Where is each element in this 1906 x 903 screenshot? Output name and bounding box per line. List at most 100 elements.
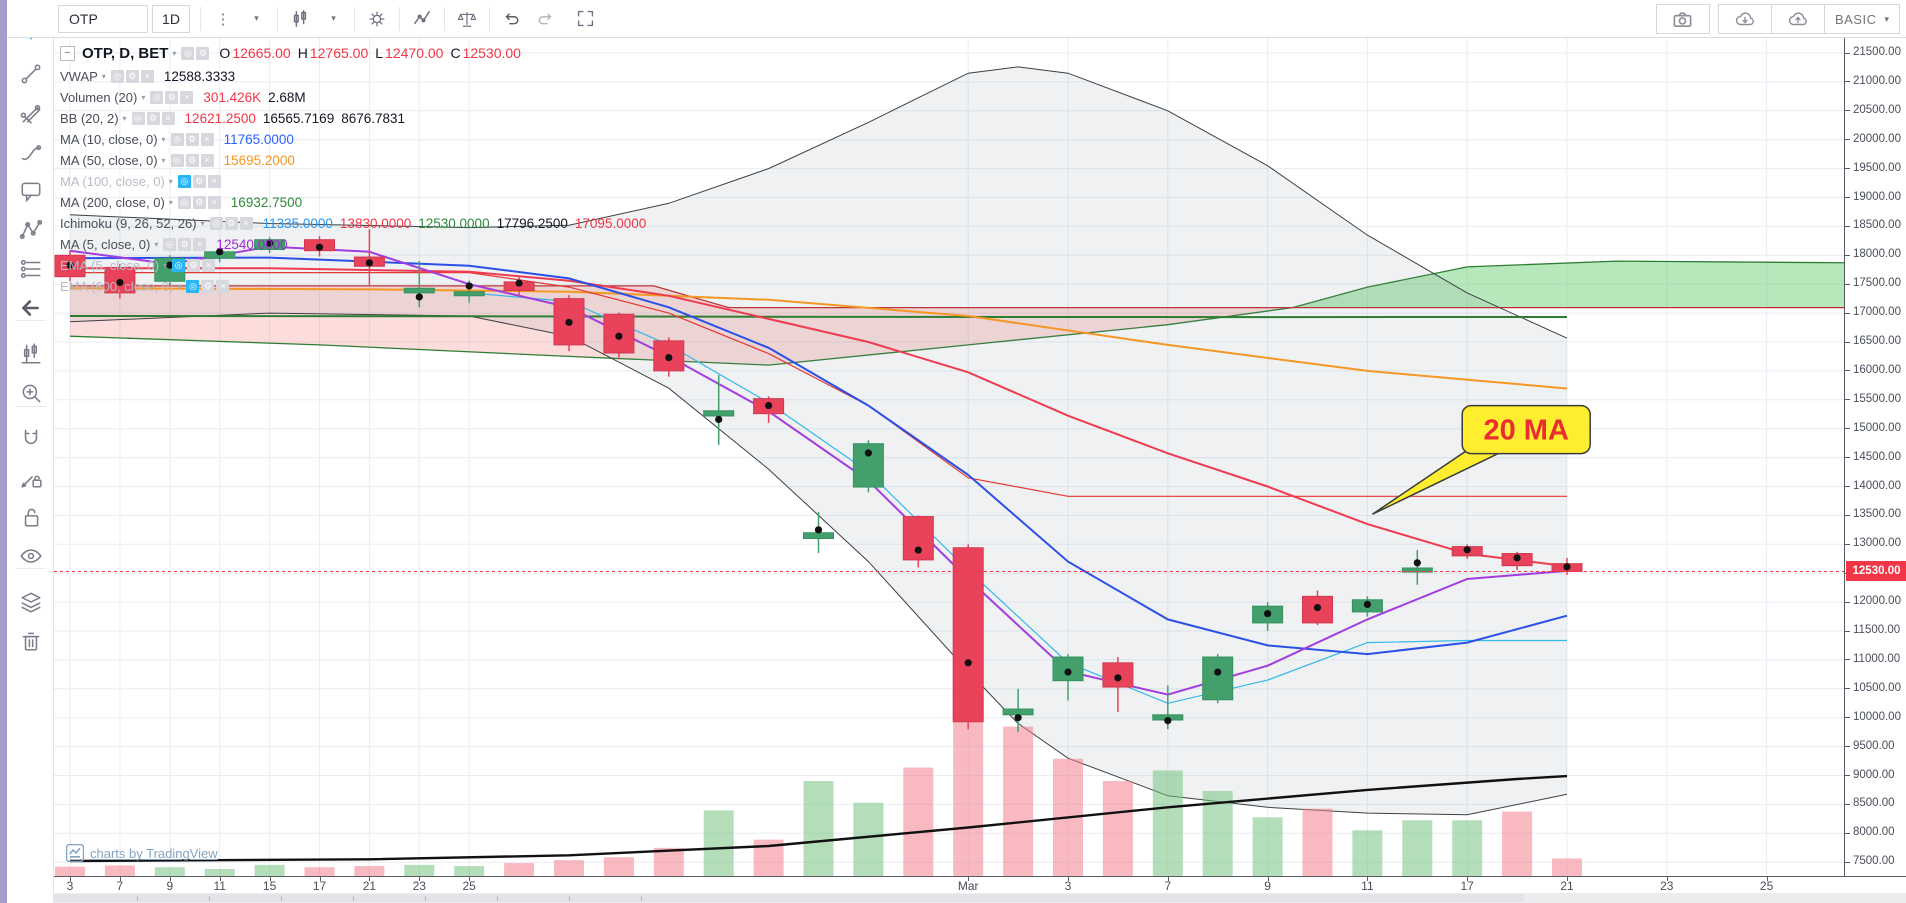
- tool-zoom-in-icon[interactable]: [17, 379, 45, 407]
- chart-style-caret[interactable]: ▾: [331, 13, 336, 23]
- legend-close-icon[interactable]: ×: [216, 279, 230, 293]
- indicators-icon[interactable]: [407, 5, 437, 33]
- cloud-load-icon[interactable]: [1717, 4, 1772, 34]
- legend-gear-icon[interactable]: ⚙: [187, 258, 200, 272]
- legend-gear-icon[interactable]: ⚙: [185, 132, 199, 146]
- legend-close-icon[interactable]: ×: [207, 174, 221, 188]
- legend-row: MA (50, close, 0) ▾ ◎ ⚙ × 15695.2000: [60, 151, 653, 169]
- tool-bar-pattern-icon[interactable]: [17, 340, 45, 368]
- legend-eye-icon[interactable]: ◎: [186, 279, 200, 293]
- legend-row-caret[interactable]: ▾: [101, 71, 106, 81]
- legend-row-caret[interactable]: ▾: [161, 155, 166, 165]
- tradingview-attribution-link[interactable]: charts by TradingView: [66, 844, 218, 862]
- legend-gear-icon[interactable]: ⚙: [185, 153, 199, 167]
- candle: [1252, 602, 1284, 631]
- redo-icon[interactable]: [529, 5, 559, 33]
- tool-text-note-icon[interactable]: [17, 177, 45, 205]
- settings-gear-icon[interactable]: [362, 5, 392, 33]
- volume-bar: [154, 867, 185, 876]
- tool-object-tree-icon[interactable]: [17, 588, 45, 616]
- legend-close-icon[interactable]: ×: [140, 69, 154, 83]
- undo-icon[interactable]: [497, 5, 527, 33]
- symbol-input[interactable]: OTP: [58, 4, 148, 33]
- legend-eye-icon[interactable]: ◎: [163, 237, 177, 251]
- legend-gear-icon[interactable]: ⚙: [146, 111, 160, 125]
- legend-row-caret[interactable]: ▾: [168, 197, 173, 207]
- legend-row-caret[interactable]: ▾: [168, 176, 173, 186]
- tool-lock-all-icon[interactable]: [17, 503, 45, 531]
- tool-trend-line-icon[interactable]: [17, 60, 45, 88]
- time-axis[interactable]: 3 7 9 11 15 17 21 23 25 Mar 3 7 9 11 17 21 23 25: [54, 876, 1844, 893]
- legend-row-caret[interactable]: ▾: [141, 92, 146, 102]
- candle: [952, 544, 984, 730]
- legend-gear-icon[interactable]: ⚙: [125, 69, 139, 83]
- legend-close-icon[interactable]: ×: [193, 237, 207, 251]
- plan-badge-button[interactable]: BASIC ▾: [1823, 4, 1900, 34]
- legend-eye-icon[interactable]: ◎: [150, 90, 164, 104]
- tool-hide-drawings-arrow-icon[interactable]: [17, 294, 45, 322]
- price-tick-dash: [1845, 861, 1850, 863]
- time-tick-label: 7: [1164, 879, 1172, 893]
- scroll-strip-tick: [209, 896, 210, 901]
- marker-dot: [515, 279, 523, 287]
- legend-gear-icon[interactable]: ⚙: [196, 46, 210, 60]
- legend-row-caret[interactable]: ▾: [200, 218, 205, 228]
- legend-close-icon[interactable]: ×: [180, 90, 194, 104]
- legend-gear-icon[interactable]: ⚙: [224, 216, 238, 230]
- cloud-save-icon[interactable]: [1770, 4, 1825, 34]
- chart-style-candles-icon[interactable]: [285, 5, 315, 33]
- legend-eye-icon[interactable]: ◎: [170, 132, 184, 146]
- legend-eye-icon[interactable]: ◎: [177, 174, 191, 188]
- tool-remove-drawings-icon[interactable]: [17, 627, 45, 655]
- legend-close-icon[interactable]: ×: [161, 111, 175, 125]
- compare-scales-icon[interactable]: [452, 5, 482, 33]
- candle: [603, 312, 635, 360]
- legend-eye-icon[interactable]: ◎: [209, 216, 223, 230]
- tool-xabcd-pattern-icon[interactable]: [17, 216, 45, 244]
- tool-pitchfork-icon[interactable]: [17, 99, 45, 127]
- legend-close-icon[interactable]: ×: [239, 216, 253, 230]
- interval-dropdown-caret[interactable]: ▾: [254, 13, 259, 23]
- legend-eye-icon[interactable]: ◎: [172, 258, 185, 272]
- legend-row-caret[interactable]: ▾: [122, 113, 127, 123]
- tool-magnet-icon[interactable]: [17, 425, 45, 453]
- legend-collapse-icon[interactable]: −: [60, 45, 75, 61]
- price-axis[interactable]: 21500.00 21000.00 20500.00 20000.00 19500.00…: [1844, 38, 1906, 876]
- legend-gear-icon[interactable]: ⚙: [165, 90, 179, 104]
- callout-box[interactable]: [1461, 404, 1591, 455]
- snapshot-camera-icon[interactable]: [1655, 4, 1710, 34]
- chart-pane[interactable]: 20 MA: [54, 38, 1844, 876]
- legend-eye-icon[interactable]: ◎: [110, 69, 124, 83]
- bottom-scroll-strip[interactable]: [7, 893, 1906, 903]
- price-tick-dash: [1845, 168, 1850, 170]
- legend-row-caret[interactable]: ▾: [162, 260, 167, 270]
- legend-close-icon[interactable]: ×: [202, 258, 215, 272]
- tool-hide-all-icon[interactable]: [17, 542, 45, 570]
- legend-gear-icon[interactable]: ⚙: [201, 279, 215, 293]
- interval-menu-dots-icon[interactable]: ⋮: [215, 10, 231, 28]
- legend-row-caret[interactable]: ▾: [154, 239, 159, 249]
- price-tick-dash: [1845, 659, 1850, 661]
- legend-row-caret[interactable]: ▾: [161, 134, 166, 144]
- legend-row-caret[interactable]: ▾: [172, 48, 177, 58]
- tool-forecast-icon[interactable]: [17, 255, 45, 283]
- volume-bar: [104, 865, 135, 876]
- tool-brush-icon[interactable]: [17, 138, 45, 166]
- price-tick-label: 19500.00: [1853, 161, 1901, 174]
- interval-button[interactable]: 1D: [152, 4, 190, 33]
- legend-eye-icon[interactable]: ◎: [170, 153, 184, 167]
- legend-row-caret[interactable]: ▾: [177, 281, 182, 291]
- volume-bar: [653, 847, 684, 876]
- legend-close-icon[interactable]: ×: [200, 132, 214, 146]
- legend-gear-icon[interactable]: ⚙: [178, 237, 192, 251]
- legend-close-icon[interactable]: ×: [200, 153, 214, 167]
- legend-gear-icon[interactable]: ⚙: [192, 195, 206, 209]
- price-chart-svg[interactable]: 20 MA: [54, 38, 1844, 876]
- tool-drawing-lock-icon[interactable]: [17, 464, 45, 492]
- legend-eye-icon[interactable]: ◎: [181, 46, 195, 60]
- legend-close-icon[interactable]: ×: [207, 195, 221, 209]
- legend-gear-icon[interactable]: ⚙: [192, 174, 206, 188]
- legend-eye-icon[interactable]: ◎: [131, 111, 145, 125]
- fullscreen-icon[interactable]: [570, 5, 600, 33]
- legend-eye-icon[interactable]: ◎: [177, 195, 191, 209]
